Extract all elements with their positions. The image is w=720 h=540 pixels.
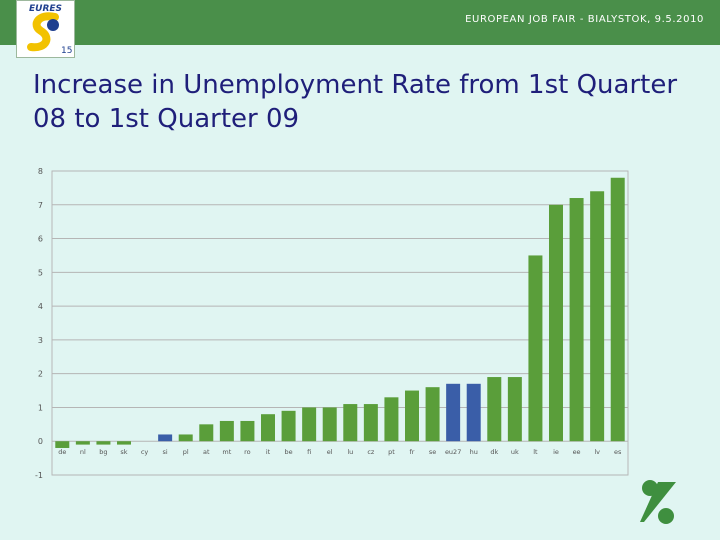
- x-tick-label: si: [163, 448, 168, 456]
- y-tick-label: 6: [38, 235, 43, 244]
- y-tick-label: 5: [38, 268, 43, 277]
- x-tick-label: eu27: [445, 448, 461, 456]
- bar-es: [610, 177, 625, 442]
- bar-pl: [178, 434, 193, 442]
- eures-logo: EURES 15: [16, 0, 75, 58]
- bar-at: [199, 424, 214, 442]
- x-tick-label: fi: [307, 448, 311, 456]
- x-tick-label: cy: [141, 448, 149, 456]
- x-tick-label: es: [614, 448, 622, 456]
- bar-ro: [240, 420, 255, 442]
- x-tick-label: lu: [347, 448, 353, 456]
- bar-sk: [117, 441, 131, 445]
- header-bar: [0, 0, 720, 45]
- x-tick-label: lt: [533, 448, 538, 456]
- x-tick-label: dk: [490, 448, 498, 456]
- y-tick-label: 2: [38, 370, 43, 379]
- bar-it: [261, 414, 275, 442]
- bar-lt: [528, 255, 543, 442]
- bar-chart: -1 0 1 2 3 4 5 6 7 8 de nl bg sk cy si pl at mt ro it be fi el l…: [35, 167, 629, 480]
- x-tick-label: se: [429, 448, 436, 456]
- x-tick-label: it: [266, 448, 271, 456]
- bar-lu: [343, 404, 358, 442]
- x-tick-label: sk: [120, 448, 127, 456]
- bar-dk: [487, 377, 502, 442]
- x-tick-label: pl: [183, 448, 189, 456]
- x-tick-label: bg: [99, 448, 107, 456]
- x-tick-label: hu: [470, 448, 478, 456]
- x-tick-label: ee: [573, 448, 581, 456]
- svg-text:15: 15: [61, 46, 72, 56]
- bar-uk: [507, 377, 522, 442]
- bar-ie: [549, 204, 563, 442]
- decorative-logo-icon: [636, 478, 682, 526]
- y-tick-label: 0: [38, 437, 43, 446]
- y-tick-label: 8: [38, 167, 43, 176]
- x-tick-label: uk: [511, 448, 519, 456]
- logo-wordmark: EURES: [29, 4, 62, 14]
- x-tick-label: ro: [244, 448, 251, 456]
- y-tick-label: 1: [38, 403, 43, 412]
- x-tick-label: mt: [222, 448, 231, 456]
- bar-se: [425, 387, 440, 442]
- bar-lv: [590, 191, 605, 442]
- bar-nl: [75, 441, 90, 445]
- bar-hu: [466, 383, 481, 442]
- bar-de: [55, 441, 70, 448]
- x-tick-label: fr: [410, 448, 415, 456]
- bar-eu27: [446, 383, 461, 442]
- y-tick-label: -1: [35, 471, 43, 480]
- x-tick-label: de: [58, 448, 66, 456]
- bar-mt: [219, 420, 234, 442]
- slide-title: Increase in Unemployment Rate from 1st Q…: [33, 70, 678, 134]
- bar-ee: [569, 198, 584, 442]
- bar-be: [281, 410, 296, 442]
- x-tick-label: ie: [553, 448, 559, 456]
- x-tick-label: cz: [367, 448, 375, 456]
- bar-bg: [96, 441, 111, 445]
- x-tick-label: lv: [594, 448, 600, 456]
- header-event-text: EUROPEAN JOB FAIR - BIALYSTOK, 9.5.2010: [465, 14, 704, 25]
- y-tick-label: 4: [38, 302, 43, 311]
- bar-pt: [384, 397, 399, 442]
- bar-fr: [405, 390, 419, 442]
- bar-cz: [363, 404, 378, 442]
- x-tick-label: el: [327, 448, 333, 456]
- x-tick-label: nl: [80, 448, 86, 456]
- x-tick-label: be: [285, 448, 293, 456]
- x-tick-label: pt: [388, 448, 395, 456]
- bar-el: [322, 407, 337, 442]
- y-tick-label: 7: [38, 201, 43, 210]
- y-tick-label: 3: [38, 336, 43, 345]
- bar-fi: [302, 407, 317, 442]
- bar-si: [158, 434, 173, 442]
- x-tick-label: at: [203, 448, 210, 456]
- chart: -1 0 1 2 3 4 5 6 7 8 de nl bg sk cy si pl at mt ro it be fi el l…: [0, 150, 720, 490]
